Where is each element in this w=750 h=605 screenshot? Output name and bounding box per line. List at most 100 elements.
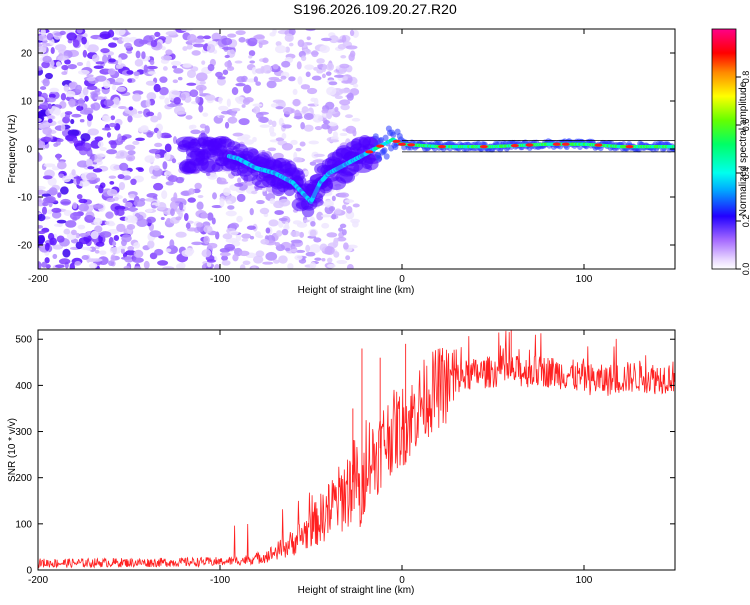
heatmap-noise-blob	[321, 222, 330, 229]
heatmap-noise-blob	[342, 204, 347, 210]
heatmap-ridge-halo	[382, 134, 389, 142]
heatmap-noise-blob	[221, 255, 229, 261]
heatmap-noise-blob	[256, 199, 265, 205]
heatmap-noise-blob	[190, 129, 201, 135]
heatmap-noise-blob	[109, 247, 122, 255]
heatmap-noise-blob	[110, 254, 116, 263]
heatmap-noise-blob	[294, 109, 301, 118]
heatmap-noise-blob	[38, 139, 44, 148]
heatmap-noise-blob	[282, 106, 294, 115]
snr-x-label: Height of straight line (km)	[298, 585, 415, 596]
heatmap-noise-blob	[47, 115, 56, 120]
heatmap-noise-blob	[82, 142, 92, 152]
heatmap-noise-blob	[259, 124, 271, 128]
heatmap-noise-blob	[266, 80, 277, 89]
heatmap-noise-blob	[75, 84, 83, 93]
heatmap-noise-blob	[94, 96, 106, 100]
heatmap-noise-blob	[132, 93, 142, 102]
heatmap-noise-blob	[309, 262, 317, 269]
heatmap-noise-blob	[290, 239, 303, 244]
heatmap-noise-blob	[265, 251, 278, 261]
heatmap-noise-blob	[175, 216, 182, 221]
heatmap-noise-blob	[99, 31, 111, 40]
heatmap-noise-blob	[316, 58, 325, 64]
heatmap-noise-blob	[121, 37, 132, 43]
heatmap-noise-blob	[133, 71, 140, 76]
heatmap-noise-blob	[42, 122, 54, 126]
heatmap-noise-blob	[59, 30, 66, 36]
heatmap-y-tick-label: -20	[18, 241, 33, 252]
heatmap-ridge-peak	[376, 144, 385, 148]
heatmap-noise-blob	[86, 247, 92, 251]
heatmap-noise-blob	[127, 115, 133, 123]
heatmap-noise-blob	[253, 106, 261, 114]
heatmap-noise-blob	[236, 193, 246, 203]
colorbar-label: Normalized spectral amplitude	[738, 81, 749, 216]
heatmap-noise-blob	[125, 250, 137, 256]
heatmap-noise-blob	[235, 30, 246, 36]
heatmap-noise-blob	[211, 217, 216, 225]
heatmap-noise-blob	[137, 126, 149, 133]
heatmap-noise-blob	[162, 66, 168, 71]
heatmap-noise-blob	[86, 85, 98, 91]
heatmap-noise-blob	[87, 128, 99, 136]
heatmap-noise-blob	[282, 124, 292, 129]
heatmap-noise-blob	[280, 75, 287, 80]
heatmap-noise-blob	[281, 132, 287, 140]
heatmap-noise-blob	[141, 51, 146, 60]
heatmap-noise-blob	[287, 263, 294, 269]
heatmap-noise-blob	[267, 147, 277, 152]
heatmap-ridge-halo	[372, 133, 379, 140]
heatmap-noise-blob	[60, 93, 67, 101]
heatmap-noise-blob	[90, 258, 103, 262]
heatmap-noise-blob	[124, 255, 134, 263]
heatmap-noise-blob	[206, 259, 216, 263]
heatmap-noise-blob	[343, 242, 349, 250]
heatmap-noise-blob	[344, 199, 355, 203]
heatmap-noise-blob	[334, 95, 344, 100]
heatmap-noise-blob	[121, 170, 131, 175]
heatmap-noise-blob	[293, 115, 303, 120]
heatmap-noise-blob	[293, 156, 303, 163]
heatmap-noise-blob	[268, 219, 279, 227]
snr-y-tick-label: 0	[26, 566, 32, 577]
colorbar-tick-label: 0.0	[741, 263, 750, 276]
heatmap-y-ticks: -20 -10 0 10 20	[18, 49, 675, 252]
heatmap-noise-blob	[81, 36, 87, 45]
heatmap-noise-blob	[118, 181, 126, 191]
heatmap-noise-blob	[38, 152, 41, 162]
heatmap-noise-blob	[303, 170, 310, 176]
heatmap-noise-blob	[94, 136, 104, 142]
heatmap-noise-blob	[332, 131, 338, 139]
heatmap-noise-blob	[274, 45, 287, 54]
heatmap-noise-blob	[222, 69, 229, 75]
heatmap-noise-blob	[301, 106, 309, 114]
heatmap-y-tick-label: 0	[26, 145, 32, 156]
heatmap-noise-blob	[170, 60, 182, 66]
heatmap-noise-blob	[308, 140, 320, 145]
heatmap-noise-blob	[154, 248, 164, 256]
heatmap-noise-blob	[249, 208, 254, 216]
heatmap-noise-blob	[224, 54, 230, 59]
heatmap-noise-blob	[312, 159, 325, 163]
heatmap-noise-blob	[47, 118, 53, 124]
heatmap-noise-blob	[185, 222, 191, 229]
heatmap-noise-blob	[154, 153, 161, 159]
heatmap-noise-blob	[115, 155, 122, 159]
heatmap-noise-blob	[60, 198, 72, 206]
heatmap-noise-blob	[288, 76, 296, 82]
heatmap-noise-blob	[348, 53, 355, 62]
heatmap-noise-blob	[351, 117, 361, 122]
heatmap-noise-blob	[114, 205, 126, 211]
heatmap-noise-blob	[47, 177, 57, 186]
heatmap-noise-blob	[337, 43, 347, 50]
heatmap-noise-blob	[117, 57, 122, 66]
heatmap-noise-blob	[325, 101, 335, 110]
heatmap-noise-blob	[198, 104, 204, 113]
heatmap-ridge	[175, 125, 675, 218]
heatmap-noise-blob	[67, 64, 78, 70]
heatmap-noise-blob	[253, 34, 265, 40]
heatmap-noise-blob	[313, 66, 319, 71]
heatmap-noise-blob	[238, 118, 250, 126]
